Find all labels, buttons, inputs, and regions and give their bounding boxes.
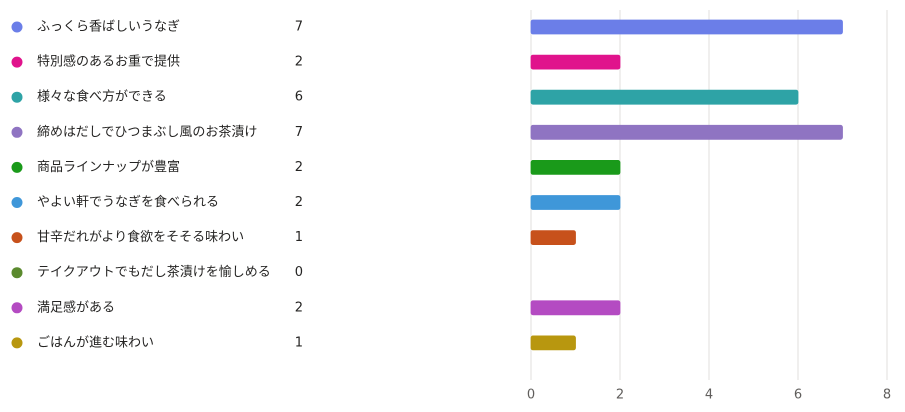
legend-dot [11, 91, 23, 103]
legend-label: 締めはだしでひつまぶし風のお茶漬け [37, 124, 257, 140]
legend-dot [11, 21, 23, 33]
legend-label: 甘辛だれがより食欲をそそる味わい [37, 229, 244, 245]
bar [530, 19, 843, 35]
legend-value: 7 [295, 20, 303, 35]
legend-label: 商品ラインナップが豊富 [37, 159, 180, 175]
x-tick-label: 4 [705, 388, 713, 403]
legend-dot [11, 267, 23, 279]
legend-value: 6 [295, 90, 303, 105]
bar [530, 230, 576, 246]
legend-label: ごはんが進む味わい [37, 334, 154, 350]
bar [530, 54, 621, 70]
legend-label: テイクアウトでもだし茶漬けを愉しめる [37, 264, 271, 280]
legend-dot [11, 232, 23, 244]
legend-value: 2 [295, 160, 303, 175]
legend-dot [11, 302, 23, 314]
legend-label: 満足感がある [37, 299, 115, 315]
x-tick-label: 2 [616, 388, 624, 403]
bar [530, 195, 621, 210]
x-tick-label: 6 [794, 388, 802, 403]
legend-label: ふっくら香ばしいうなぎ [37, 20, 180, 35]
legend-value: 2 [295, 55, 303, 70]
legend-dot [11, 161, 23, 173]
bar [530, 159, 621, 175]
legend-value: 0 [295, 265, 303, 280]
legend-value: 1 [295, 230, 303, 245]
bar [530, 335, 576, 351]
legend-label: 特別感のあるお重で提供 [37, 54, 180, 70]
bar [530, 300, 621, 316]
bar [530, 124, 843, 140]
legend-label: 様々な食べ方ができる [37, 89, 167, 105]
x-tick-label: 0 [527, 388, 535, 403]
legend-dot [11, 56, 23, 68]
legend-value: 2 [295, 300, 303, 315]
legend-label: やよい軒でうなぎを食べられる [37, 194, 219, 210]
legend-value: 1 [295, 335, 303, 350]
legend-dot [11, 126, 23, 138]
legend-dot [11, 337, 23, 349]
x-tick-label: 8 [883, 388, 891, 403]
legend-dot [11, 197, 23, 208]
legend-value: 2 [295, 195, 303, 210]
legend-value: 7 [295, 125, 303, 140]
bar [530, 89, 799, 105]
